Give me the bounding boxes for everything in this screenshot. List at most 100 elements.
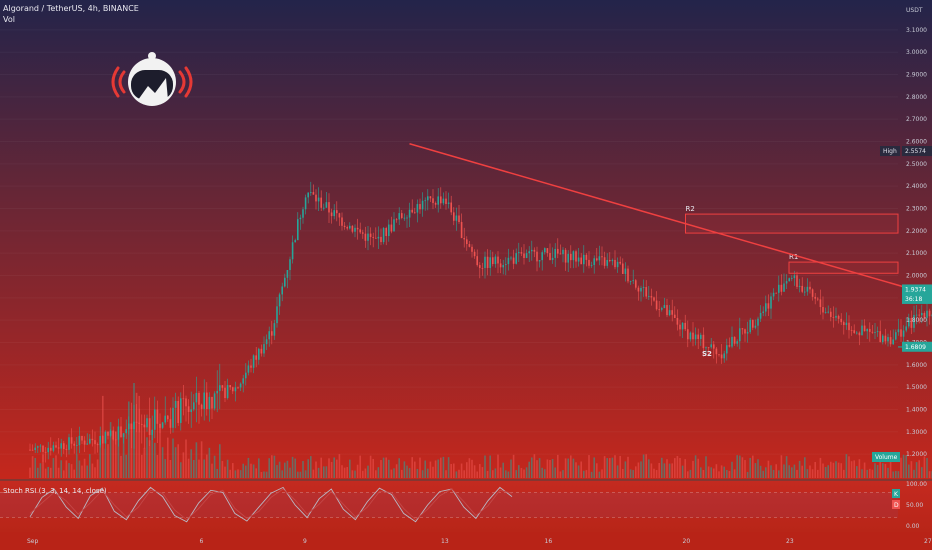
- volume-bar: [271, 455, 273, 478]
- candle-body: [811, 289, 814, 297]
- candle-body: [174, 400, 177, 408]
- candle-body: [567, 253, 569, 263]
- candle-body: [479, 265, 481, 268]
- volume-bar: [190, 449, 192, 478]
- candle-body: [692, 332, 694, 340]
- volume-bar: [44, 468, 47, 478]
- volume-bar: [421, 470, 424, 478]
- candle-body: [913, 314, 915, 328]
- candle-body: [507, 257, 510, 265]
- candle-body: [837, 315, 840, 319]
- candle-body: [614, 259, 616, 268]
- candle-body: [629, 280, 632, 282]
- candle-body: [458, 215, 460, 223]
- candle-body: [796, 275, 798, 287]
- volume-bar: [390, 469, 393, 478]
- volume-bar: [741, 457, 744, 478]
- price-tick-label: 2.0000: [906, 272, 927, 279]
- candle-body: [736, 341, 738, 344]
- robot-logo-icon: [111, 52, 193, 106]
- candle-body: [481, 267, 484, 269]
- candle-body: [596, 258, 598, 261]
- volume-bar: [658, 463, 660, 478]
- candle-body: [107, 431, 109, 436]
- candle-body: [115, 439, 117, 441]
- candle-body: [908, 318, 910, 327]
- volume-bar: [798, 460, 801, 478]
- candle-body: [871, 331, 874, 333]
- price-tag-bg: [902, 146, 932, 157]
- candle-body: [398, 213, 400, 220]
- volume-bar: [47, 466, 49, 478]
- candle-body: [434, 203, 437, 205]
- volume-bar: [858, 459, 861, 478]
- volume-bar: [889, 457, 892, 478]
- volume-bar: [104, 448, 107, 478]
- candle-body: [172, 407, 174, 428]
- candle-body: [47, 447, 49, 453]
- stoch-tick-label: 50.00: [906, 502, 923, 509]
- candle-body: [902, 330, 905, 337]
- volume-bar: [115, 431, 117, 478]
- volume-bar: [317, 467, 320, 478]
- candle-body: [577, 257, 580, 262]
- volume-bar: [169, 459, 172, 478]
- volume-bar: [94, 467, 96, 478]
- volume-bar: [676, 456, 679, 478]
- candle-body: [590, 264, 593, 266]
- volume-bar: [31, 456, 34, 478]
- candle-body: [541, 252, 543, 261]
- candle-body: [549, 253, 551, 260]
- candle-body: [380, 236, 382, 243]
- candle-body: [640, 287, 642, 292]
- candle-body: [562, 249, 564, 255]
- candle-body: [44, 451, 47, 453]
- candle-body: [895, 332, 897, 340]
- stoch-tick-label: 0.00: [906, 523, 920, 530]
- volume-bar: [437, 459, 439, 478]
- candle-body: [221, 385, 224, 388]
- volume-bar: [276, 465, 278, 478]
- volume-bar: [492, 470, 494, 478]
- candle-body: [531, 249, 533, 252]
- candle-body: [42, 445, 44, 452]
- volume-bar: [845, 454, 848, 478]
- candle-body: [148, 418, 151, 435]
- volume-bar: [382, 457, 385, 478]
- volume-bar: [406, 465, 408, 478]
- volume-bar: [260, 471, 263, 478]
- volume-bar: [494, 468, 497, 478]
- volume-bar: [83, 458, 86, 478]
- candle-body: [198, 392, 200, 405]
- volume-bar: [486, 470, 489, 478]
- volume-bar: [130, 424, 133, 478]
- volume-bar: [377, 467, 380, 478]
- candle-body: [650, 296, 653, 298]
- volume-bar: [525, 467, 528, 478]
- volume-bar: [585, 470, 588, 478]
- volume-bar: [583, 470, 585, 478]
- candle-body: [832, 316, 835, 318]
- volume-bar: [141, 454, 143, 478]
- volume-bar: [489, 455, 491, 478]
- candle-body: [697, 334, 699, 339]
- volume-bar: [325, 466, 328, 478]
- candle-body: [473, 251, 476, 257]
- candle-body: [707, 347, 710, 349]
- volume-bar: [148, 440, 151, 478]
- candle-body: [50, 447, 52, 451]
- volume-bar: [835, 461, 837, 478]
- volume-bar: [242, 463, 244, 478]
- candle-body: [263, 344, 265, 354]
- volume-bar: [770, 465, 772, 478]
- volume-bar: [497, 454, 499, 478]
- volume-bar: [440, 457, 442, 478]
- volume-bar: [655, 470, 658, 478]
- stoch-legend-box: [892, 500, 900, 509]
- volume-bar: [466, 462, 468, 478]
- candle-body: [778, 284, 780, 293]
- volume-bar: [78, 460, 81, 478]
- candle-body: [169, 419, 172, 428]
- volume-bar: [788, 465, 790, 478]
